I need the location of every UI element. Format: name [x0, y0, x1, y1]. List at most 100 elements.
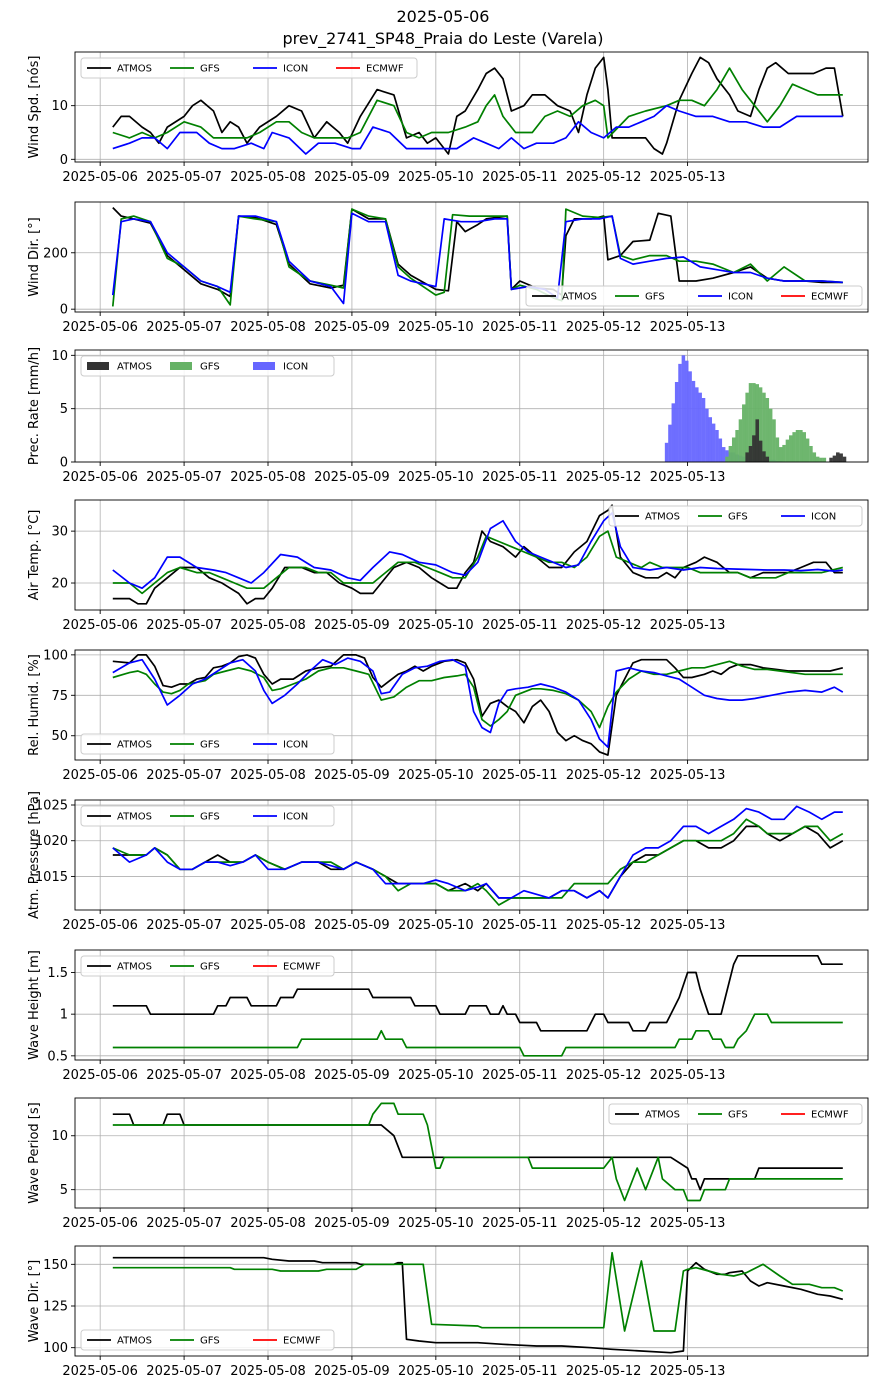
legend-box: [608, 505, 863, 527]
x-tick-label: 2025-05-12: [566, 1364, 642, 1379]
x-tick-label: 2025-05-13: [650, 768, 726, 783]
axes-frame: [74, 1245, 869, 1357]
legend-swatch-gfs: [170, 362, 192, 370]
y-axis-label: Wave Period [s]: [27, 1102, 42, 1203]
bar-icon: [671, 403, 676, 462]
axes-frame: [74, 201, 869, 313]
bar-gfs: [765, 398, 770, 462]
x-tick-label: 2025-05-11: [482, 918, 558, 933]
x-tick-label: 2025-05-09: [314, 1364, 390, 1379]
y-axis-label: Wave Height [m]: [27, 950, 42, 1060]
x-tick-label: 2025-05-12: [566, 1068, 642, 1083]
legend-label-atmos: ATMOS: [117, 64, 152, 75]
x-tick-label: 2025-05-12: [566, 470, 642, 485]
panel-4: 2025-05-06 2025-05-07 2025-05-08 2025-05-09…: [27, 648, 869, 783]
legend-box: [80, 955, 335, 977]
bar-atmos: [755, 419, 759, 462]
y-tick-label: 0: [60, 456, 68, 471]
x-tick-label: 2025-05-07: [146, 768, 222, 783]
y-tick-label: 50: [51, 729, 68, 744]
bar-icon: [684, 360, 689, 462]
panel-0: 2025-05-06 2025-05-07 2025-05-08 2025-05-09…: [27, 51, 869, 185]
x-tick-label: 2025-05-07: [146, 1364, 222, 1379]
legend-label-ecmwf: ECMWF: [366, 64, 404, 75]
bar-icon: [708, 417, 713, 462]
bar-icon: [725, 450, 729, 462]
x-tick-label: 2025-05-08: [230, 1216, 306, 1231]
bar-gfs: [725, 456, 729, 462]
legend-label-icon: ICON: [728, 292, 753, 303]
legend-label-ecmwf: ECMWF: [811, 292, 849, 303]
legend: ATMOS GFS ECMWF: [80, 1329, 335, 1351]
panel-7: 2025-05-06 2025-05-07 2025-05-08 2025-05-09…: [27, 1097, 869, 1231]
panel-5: 2025-05-06 2025-05-07 2025-05-08 2025-05-09…: [27, 791, 869, 933]
x-tick-label: 2025-05-08: [230, 470, 306, 485]
x-tick-label: 2025-05-07: [146, 1216, 222, 1231]
bar-icon: [715, 430, 719, 462]
y-axis-label: Wave Dir. [°]: [27, 1260, 42, 1343]
x-tick-label: 2025-05-11: [482, 1068, 558, 1083]
x-tick-label: 2025-05-06: [62, 768, 138, 783]
bar-gfs: [819, 457, 823, 462]
panel-2: 2025-05-06 2025-05-07 2025-05-08 2025-05-09…: [27, 347, 869, 485]
x-tick-label: 2025-05-08: [230, 918, 306, 933]
bar-atmos: [829, 457, 833, 462]
bar-gfs: [789, 435, 793, 462]
bar-gfs: [778, 447, 783, 462]
y-tick-label: 10: [51, 99, 68, 114]
x-tick-label: 2025-05-10: [398, 320, 474, 335]
legend-label-icon: ICON: [283, 740, 308, 751]
x-tick-label: 2025-05-08: [230, 1364, 306, 1379]
bar-icon: [695, 387, 699, 462]
x-tick-label: 2025-05-13: [650, 470, 726, 485]
bar-gfs: [782, 444, 786, 462]
line-atmos: [112, 1256, 844, 1354]
bar-gfs: [728, 446, 733, 462]
legend-label-icon: ICON: [283, 362, 308, 373]
legend-label-atmos: ATMOS: [117, 740, 152, 751]
y-tick-label: 5: [60, 402, 68, 417]
figure-title: 2025-05-06: [396, 7, 490, 26]
bar-atmos: [762, 451, 766, 462]
x-tick-label: 2025-05-12: [566, 170, 642, 185]
x-tick-label: 2025-05-10: [398, 1068, 474, 1083]
legend-label-atmos: ATMOS: [645, 512, 680, 523]
bar-atmos: [839, 453, 843, 462]
bar-icon: [691, 380, 696, 462]
y-tick-label: 5: [60, 1183, 68, 1198]
line-icon: [112, 657, 844, 748]
legend-box: [80, 1329, 335, 1351]
bar-icon: [711, 423, 716, 462]
x-tick-label: 2025-05-10: [398, 918, 474, 933]
bar-icon: [705, 408, 709, 462]
legend-box: [80, 57, 418, 79]
x-tick-label: 2025-05-09: [314, 618, 390, 633]
x-tick-label: 2025-05-06: [62, 918, 138, 933]
y-tick-label: 100: [43, 648, 68, 663]
y-axis-label: Atm. Pressure [hPa]: [27, 791, 42, 919]
legend: ATMOS GFS ICON: [80, 733, 335, 755]
line-gfs: [112, 67, 843, 139]
x-tick-label: 2025-05-13: [650, 170, 726, 185]
bar-gfs: [809, 446, 813, 462]
bar-gfs: [745, 392, 749, 462]
x-tick-label: 2025-05-09: [314, 1068, 390, 1083]
line-gfs: [112, 818, 844, 906]
bar-icon: [718, 438, 723, 462]
line-icon: [111, 212, 843, 305]
x-tick-label: 2025-05-06: [62, 618, 138, 633]
axes-frame: [74, 799, 869, 911]
x-tick-label: 2025-05-12: [566, 768, 642, 783]
x-tick-label: 2025-05-08: [230, 1068, 306, 1083]
x-tick-label: 2025-05-10: [398, 470, 474, 485]
x-tick-label: 2025-05-13: [650, 320, 726, 335]
bar-atmos: [832, 455, 837, 462]
axes-frame: [74, 499, 869, 611]
bar-icon: [674, 382, 679, 462]
x-tick-label: 2025-05-11: [482, 768, 558, 783]
legend: ATMOS GFS ICON: [608, 505, 863, 527]
bar-gfs: [738, 419, 743, 462]
bar-gfs: [815, 456, 820, 462]
y-tick-label: 10: [51, 1129, 68, 1144]
